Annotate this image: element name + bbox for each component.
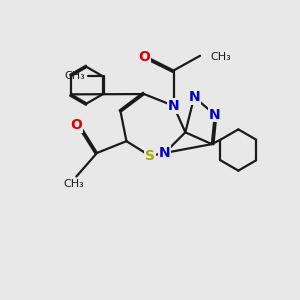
Text: N: N — [209, 108, 220, 122]
Text: O: O — [70, 118, 82, 132]
Text: CH₃: CH₃ — [63, 179, 84, 189]
Text: CH₃: CH₃ — [64, 71, 85, 81]
Text: CH₃: CH₃ — [210, 52, 231, 62]
Text: O: O — [138, 50, 150, 64]
Text: N: N — [188, 90, 200, 104]
Text: N: N — [159, 146, 170, 160]
Text: S: S — [145, 149, 155, 163]
Text: N: N — [168, 99, 179, 113]
